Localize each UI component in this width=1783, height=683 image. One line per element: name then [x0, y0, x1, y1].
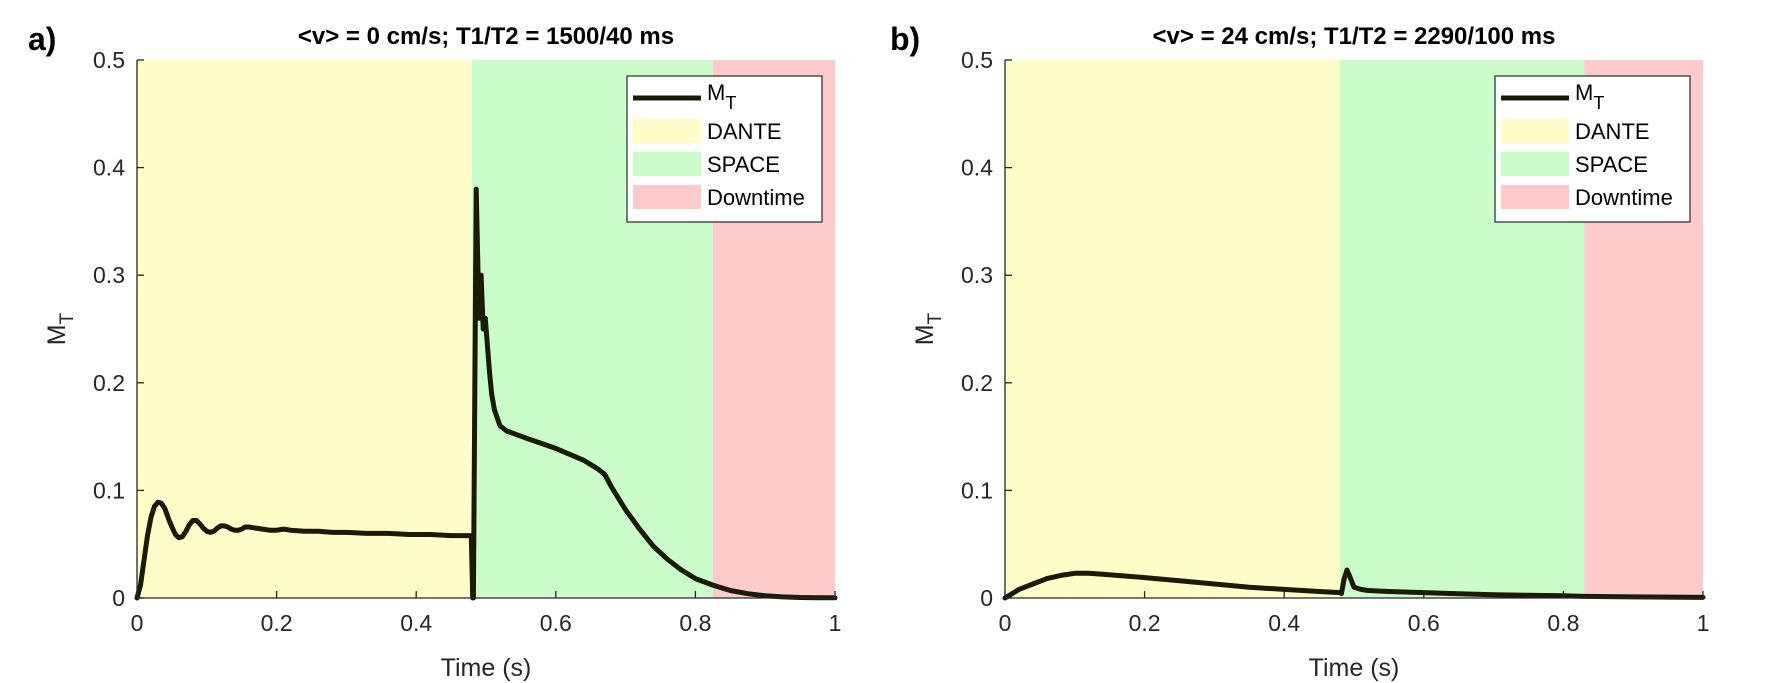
y-tick-label: 0.4 — [93, 155, 125, 181]
legend-label-dante: DANTE — [1575, 119, 1650, 144]
region-dante — [137, 60, 473, 598]
x-tick-label: 0.2 — [1129, 610, 1161, 636]
legend-label-space: SPACE — [1575, 152, 1648, 177]
legend-label-downtime: Downtime — [1575, 185, 1673, 210]
legend-swatch-downtime — [633, 185, 701, 209]
legend: MT DANTE SPACE Downtime — [626, 75, 823, 223]
y-axis-label: MT — [43, 312, 78, 345]
x-tick-label: 0 — [999, 610, 1012, 636]
x-tick-label: 0.4 — [1268, 610, 1300, 636]
legend-label-space: SPACE — [707, 152, 780, 177]
x-tick-label: 1 — [829, 610, 842, 636]
series-line-mt — [134, 186, 838, 601]
x-axis-label: Time (s) — [1309, 654, 1400, 682]
legend-swatch-space — [633, 152, 701, 176]
legend-swatch-space — [1501, 152, 1569, 176]
y-axis-label-main: M — [911, 324, 939, 345]
series-line-mt — [1002, 567, 1706, 601]
y-axis-label-sub: T — [925, 312, 946, 324]
legend-label-mt-sub: T — [725, 93, 736, 113]
y-tick-label: 0.3 — [93, 262, 125, 288]
chart-title: <v> = 24 cm/s; T1/T2 = 2290/100 ms — [1153, 23, 1556, 50]
x-tick-label: 0.4 — [400, 610, 432, 636]
y-tick-label: 0.5 — [93, 47, 125, 73]
y-axis-label-main: M — [43, 324, 71, 345]
y-tick-label: 0 — [980, 585, 993, 611]
x-tick-label: 0.6 — [1408, 610, 1440, 636]
legend-label-dante: DANTE — [707, 119, 782, 144]
y-tick-label: 0.2 — [961, 370, 993, 396]
x-tick-label: 0.2 — [261, 610, 293, 636]
legend-swatch-dante — [633, 119, 701, 143]
legend-swatch-downtime — [1501, 185, 1569, 209]
panel-label: a) — [28, 21, 56, 57]
y-tick-label: 0.1 — [961, 477, 993, 503]
legend-label-mt-sub: T — [1593, 93, 1604, 113]
x-tick-label: 0.8 — [679, 610, 711, 636]
legend: MT DANTE SPACE Downtime — [1494, 75, 1691, 223]
y-tick-label: 0.2 — [93, 370, 125, 396]
legend-swatch-dante — [1501, 119, 1569, 143]
x-tick-label: 0.8 — [1547, 610, 1579, 636]
y-tick-label: 0 — [112, 585, 125, 611]
legend-label-downtime: Downtime — [707, 185, 805, 210]
legend-label-mt: MT — [707, 80, 736, 113]
y-axis-label-sub: T — [57, 312, 78, 324]
legend-label-mt-main: M — [1575, 80, 1593, 105]
y-tick-label: 0.3 — [961, 262, 993, 288]
y-tick-label: 0.1 — [93, 477, 125, 503]
x-tick-label: 0.6 — [540, 610, 572, 636]
region-dante — [1005, 60, 1341, 598]
y-axis-label: MT — [911, 312, 946, 345]
x-tick-label: 0 — [131, 610, 144, 636]
legend-label-mt-main: M — [707, 80, 725, 105]
x-tick-label: 1 — [1697, 610, 1710, 636]
panel-label: b) — [890, 21, 920, 57]
legend-label-mt: MT — [1575, 80, 1604, 113]
y-tick-label: 0.4 — [961, 155, 993, 181]
y-tick-label: 0.5 — [961, 47, 993, 73]
chart-title: <v> = 0 cm/s; T1/T2 = 1500/40 ms — [298, 23, 674, 50]
x-axis-label: Time (s) — [441, 654, 532, 682]
